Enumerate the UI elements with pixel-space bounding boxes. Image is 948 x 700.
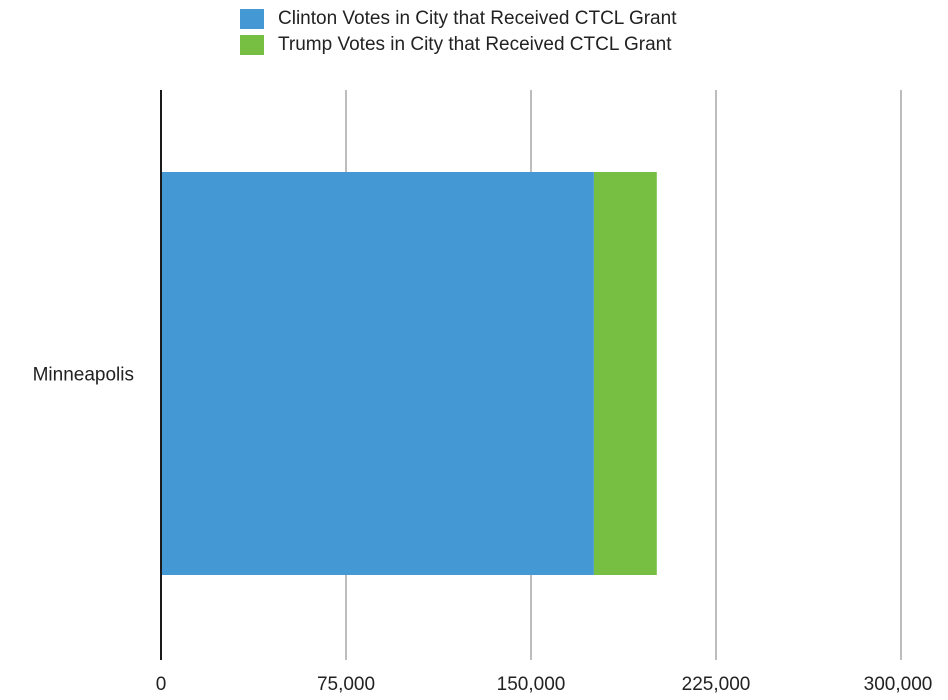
- bar-clinton: [161, 172, 594, 575]
- legend: Clinton Votes in City that Received CTCL…: [240, 6, 676, 58]
- legend-label-trump: Trump Votes in City that Received CTCL G…: [278, 34, 672, 55]
- bar-trump: [593, 172, 657, 575]
- legend-label-clinton: Clinton Votes in City that Received CTCL…: [278, 8, 677, 29]
- x-tick-label: 225,000: [682, 674, 751, 695]
- category-label: Minneapolis: [33, 365, 134, 386]
- bars: [161, 172, 657, 575]
- x-tick-label: 300,000: [864, 674, 933, 695]
- x-tick-label: 150,000: [497, 674, 566, 695]
- legend-item-trump: Trump Votes in City that Received CTCL G…: [240, 32, 676, 58]
- legend-item-clinton: Clinton Votes in City that Received CTCL…: [240, 6, 676, 32]
- x-tick-labels: 0 75,000 150,000 225,000 300,000: [156, 674, 933, 695]
- legend-swatch-clinton: [240, 9, 264, 29]
- x-tick-label: 75,000: [317, 674, 375, 695]
- x-tick-label: 0: [156, 674, 167, 695]
- category-labels: Minneapolis: [33, 365, 134, 386]
- legend-swatch-trump: [240, 35, 264, 55]
